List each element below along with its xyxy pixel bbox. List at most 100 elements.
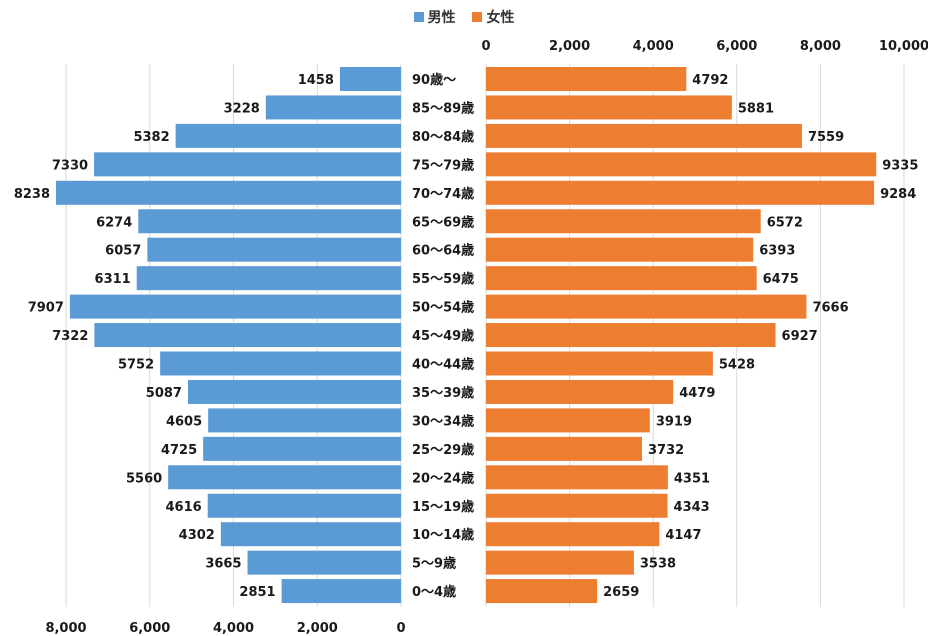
female-bar	[486, 152, 877, 177]
male-bar	[69, 294, 401, 319]
female-data-label: 4351	[674, 471, 710, 486]
category-label: 60～64歳	[412, 243, 474, 259]
male-data-label: 5087	[146, 386, 182, 401]
male-bar	[138, 209, 401, 234]
female-bar	[486, 351, 713, 376]
male-data-label: 6274	[96, 215, 132, 230]
female-bar	[486, 579, 598, 604]
female-data-label: 6475	[763, 272, 799, 287]
male-data-label: 1458	[298, 73, 334, 88]
category-label: 20～24歳	[412, 470, 474, 486]
female-bar	[486, 209, 761, 234]
female-data-label: 3732	[648, 443, 684, 458]
male-axis-tick-label: 2,000	[297, 621, 338, 636]
female-axis-tick-label: 10,000	[879, 39, 928, 54]
legend-label-female: 女性	[486, 10, 515, 26]
category-label: 50～54歳	[412, 300, 474, 316]
legend-item-female: 女性	[472, 7, 514, 27]
female-bar	[486, 408, 650, 433]
category-label: 90歳～	[412, 72, 456, 88]
category-label: 0～4歳	[412, 584, 456, 600]
male-data-label: 2851	[239, 585, 275, 600]
male-bar	[208, 408, 401, 433]
category-label: 65～69歳	[412, 214, 474, 230]
male-data-label: 7907	[28, 301, 64, 316]
male-bar	[203, 436, 401, 461]
category-label: 40～44歳	[412, 357, 474, 373]
male-data-label: 6057	[105, 244, 141, 259]
male-axis-tick-label: 8,000	[45, 621, 86, 636]
female-bar	[486, 294, 807, 319]
female-data-label: 7559	[808, 130, 844, 145]
male-bar	[175, 123, 401, 148]
male-data-label: 4725	[161, 443, 197, 458]
category-label: 75～79歳	[412, 157, 474, 173]
category-label: 30～34歳	[412, 413, 474, 429]
legend-item-male: 男性	[413, 7, 456, 27]
category-label: 55～59歳	[412, 271, 474, 287]
female-bar	[486, 550, 634, 575]
female-data-label: 2659	[603, 585, 639, 600]
female-data-label: 4343	[674, 500, 710, 515]
male-bar	[168, 465, 401, 490]
female-bar	[486, 266, 757, 291]
female-data-label: 7666	[812, 301, 848, 316]
female-bar	[486, 237, 754, 262]
female-bar	[486, 522, 660, 547]
female-bar	[486, 465, 668, 490]
male-data-label: 7330	[52, 158, 88, 173]
female-axis-tick-label: 8,000	[800, 39, 841, 54]
legend-swatch-male	[413, 12, 424, 22]
male-data-label: 4302	[179, 528, 215, 543]
female-data-label: 4147	[665, 528, 701, 543]
male-bar	[207, 493, 401, 518]
category-label: 45～49歳	[412, 328, 474, 344]
category-label: 70～74歳	[412, 186, 474, 202]
legend: 男性 女性	[0, 7, 928, 27]
male-data-label: 3665	[205, 557, 241, 572]
category-label: 15～19歳	[412, 499, 474, 515]
category-label: 25～29歳	[412, 442, 474, 458]
female-data-label: 9335	[882, 158, 918, 173]
female-bar	[486, 436, 642, 461]
male-bar	[187, 379, 401, 404]
male-bar	[220, 522, 401, 547]
male-bar	[247, 550, 401, 575]
male-bar	[94, 152, 402, 177]
female-axis-tick-label: 6,000	[716, 39, 757, 54]
male-data-label: 8238	[14, 187, 50, 202]
female-data-label: 4479	[679, 386, 715, 401]
female-data-label: 3538	[640, 557, 676, 572]
male-data-label: 4605	[166, 414, 202, 429]
female-axis-tick-label: 2,000	[549, 39, 590, 54]
male-bar	[136, 266, 401, 291]
female-data-label: 4792	[692, 73, 728, 88]
bars	[56, 67, 877, 604]
male-data-label: 6311	[95, 272, 131, 287]
male-bar	[281, 579, 401, 604]
female-bar	[486, 67, 687, 91]
male-bar	[94, 323, 402, 348]
category-label: 10～14歳	[412, 527, 474, 543]
female-data-label: 3919	[656, 414, 692, 429]
female-data-label: 5428	[719, 358, 755, 373]
male-bar	[160, 351, 401, 376]
category-label: 85～89歳	[412, 100, 474, 116]
female-data-label: 6572	[767, 215, 803, 230]
category-label: 5～9歳	[412, 556, 456, 572]
male-data-label: 5560	[126, 471, 162, 486]
category-label: 80～84歳	[412, 129, 474, 145]
male-bar	[147, 237, 401, 262]
male-bar	[56, 180, 401, 205]
female-bar	[486, 323, 776, 348]
female-data-label: 6393	[759, 244, 795, 259]
male-axis-tick-label: 4,000	[213, 621, 254, 636]
female-data-label: 5881	[738, 101, 774, 116]
female-data-label: 9284	[880, 187, 916, 202]
male-axis-tick-label: 6,000	[129, 621, 170, 636]
male-bar	[339, 67, 401, 91]
male-bar	[265, 95, 401, 120]
male-data-label: 5382	[133, 130, 169, 145]
female-bar	[486, 123, 802, 148]
